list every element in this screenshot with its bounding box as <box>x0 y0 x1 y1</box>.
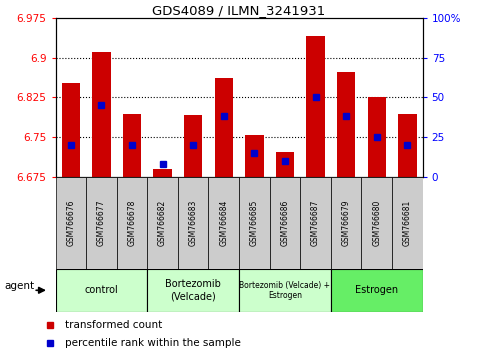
Bar <box>62 83 80 177</box>
Bar <box>147 269 239 312</box>
Text: GSM766684: GSM766684 <box>219 200 228 246</box>
Text: Estrogen: Estrogen <box>355 285 398 295</box>
Text: GSM766686: GSM766686 <box>281 200 289 246</box>
Text: GSM766680: GSM766680 <box>372 200 381 246</box>
Bar <box>331 269 423 312</box>
Bar <box>123 114 141 177</box>
Bar <box>56 269 147 312</box>
Bar <box>117 177 147 269</box>
Bar <box>147 177 178 269</box>
Text: GSM766678: GSM766678 <box>128 200 137 246</box>
Text: control: control <box>85 285 118 295</box>
Bar <box>214 78 233 177</box>
Bar <box>276 152 294 177</box>
Bar <box>239 269 331 312</box>
Text: GSM766681: GSM766681 <box>403 200 412 246</box>
Bar <box>331 177 361 269</box>
Text: transformed count: transformed count <box>65 320 162 330</box>
Text: Bortezomib (Velcade) +
Estrogen: Bortezomib (Velcade) + Estrogen <box>240 281 330 300</box>
Bar <box>300 177 331 269</box>
Bar <box>245 135 264 177</box>
Text: percentile rank within the sample: percentile rank within the sample <box>65 338 241 348</box>
Text: GSM766676: GSM766676 <box>66 200 75 246</box>
Bar <box>306 36 325 177</box>
Bar <box>178 177 209 269</box>
Bar <box>361 177 392 269</box>
Bar <box>368 97 386 177</box>
Bar <box>337 72 355 177</box>
Bar <box>86 177 117 269</box>
Bar <box>154 169 172 177</box>
Text: GSM766679: GSM766679 <box>341 200 351 246</box>
Title: GDS4089 / ILMN_3241931: GDS4089 / ILMN_3241931 <box>153 4 326 17</box>
Bar <box>209 177 239 269</box>
Bar <box>239 177 270 269</box>
Text: agent: agent <box>4 281 35 291</box>
Bar <box>184 115 202 177</box>
Bar <box>56 177 86 269</box>
Bar <box>270 177 300 269</box>
Text: Bortezomib
(Velcade): Bortezomib (Velcade) <box>165 279 221 301</box>
Text: GSM766682: GSM766682 <box>158 200 167 246</box>
Text: GSM766683: GSM766683 <box>189 200 198 246</box>
Bar <box>398 114 416 177</box>
Bar <box>392 177 423 269</box>
Bar <box>92 52 111 177</box>
Text: GSM766687: GSM766687 <box>311 200 320 246</box>
Text: GSM766685: GSM766685 <box>250 200 259 246</box>
Text: GSM766677: GSM766677 <box>97 200 106 246</box>
